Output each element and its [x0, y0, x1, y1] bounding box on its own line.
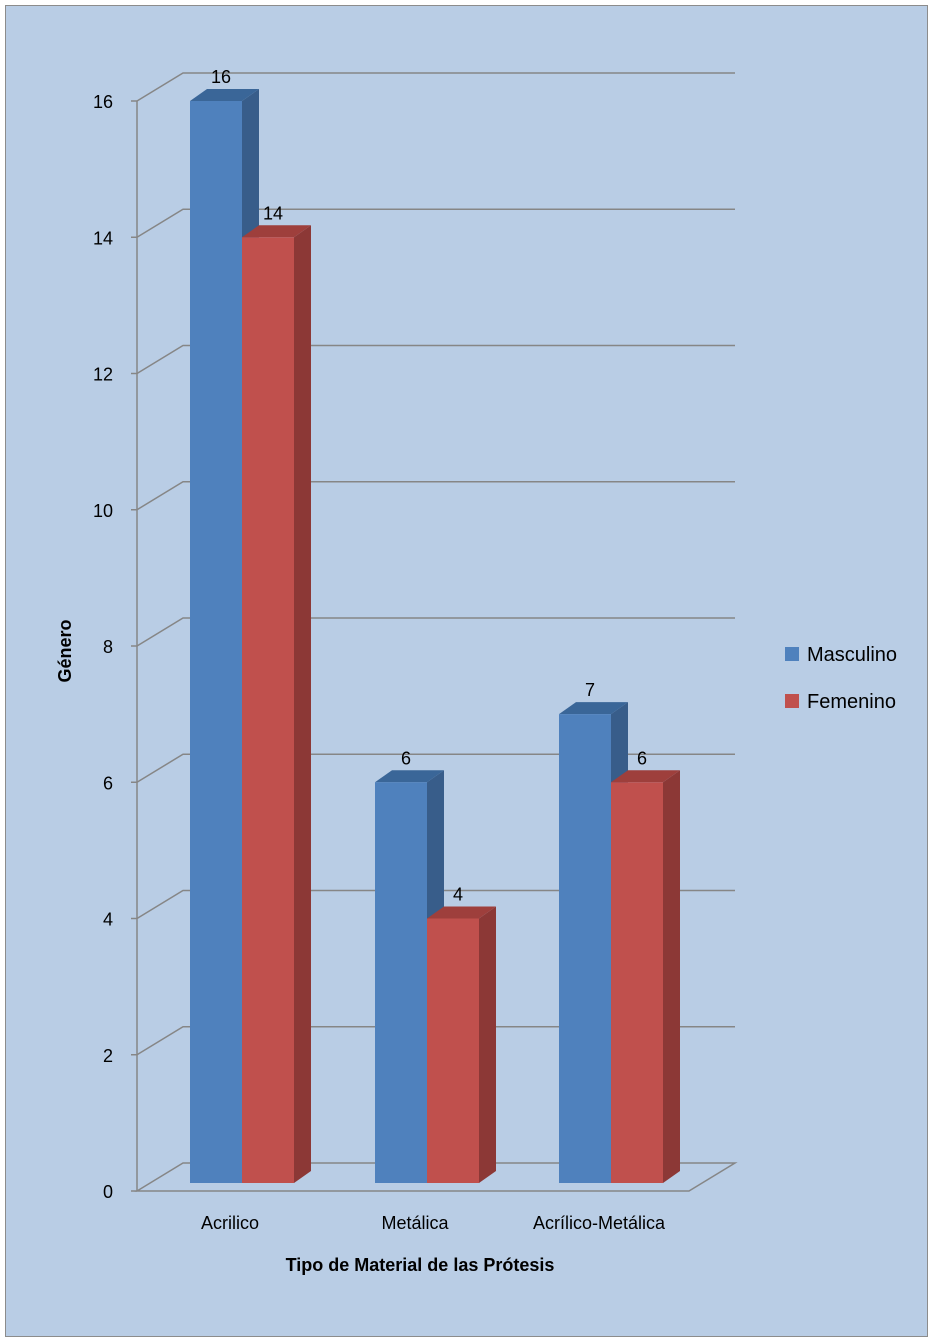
y-tick-label: 6: [103, 773, 113, 793]
bar-top: [375, 770, 444, 783]
bar-side: [663, 770, 680, 1183]
x-tick-label: Acrílico-Metálica: [533, 1213, 666, 1233]
bar-top: [242, 225, 311, 238]
bar: [190, 101, 242, 1183]
data-label: 16: [211, 67, 231, 87]
chart-floor: [134, 1162, 738, 1192]
x-axis-title: Tipo de Material de las Prótesis: [286, 1255, 555, 1275]
y-tick-label: 4: [103, 910, 113, 930]
bar-top: [427, 906, 496, 919]
chart-frame: [5, 5, 928, 1337]
y-tick-label: 2: [103, 1046, 113, 1066]
bar: [559, 714, 611, 1183]
data-label: 7: [585, 680, 595, 700]
gridline: [136, 617, 735, 647]
bar-top: [190, 89, 259, 101]
bar: [611, 782, 663, 1183]
gridline: [136, 344, 735, 375]
data-label: 6: [401, 748, 411, 768]
bar: [242, 237, 294, 1183]
y-tick-label: 0: [103, 1182, 113, 1202]
legend-swatch: [785, 694, 799, 708]
gridline: [136, 208, 735, 238]
legend-entry: Femenino: [807, 691, 896, 713]
y-axis-title: Género: [55, 619, 75, 682]
gridline: [136, 1026, 735, 1056]
bar: [427, 918, 479, 1183]
y-tick-label: 12: [93, 365, 113, 385]
legend-swatch: [785, 647, 799, 661]
y-tick-label: 10: [93, 501, 113, 521]
x-tick-label: Metálica: [381, 1213, 449, 1233]
data-label: 14: [263, 203, 283, 223]
y-tick-label: 14: [93, 228, 113, 248]
y-tick-label: 16: [93, 92, 113, 112]
gridline: [136, 753, 735, 783]
data-label: 6: [637, 748, 647, 768]
data-label: 4: [453, 885, 463, 905]
bar: [375, 782, 427, 1183]
y-tick-label: 8: [103, 637, 113, 657]
bar-side: [479, 906, 496, 1183]
bar-side: [294, 225, 311, 1183]
gridline: [136, 889, 735, 920]
gridline: [136, 72, 735, 102]
x-tick-label: Acrilico: [201, 1213, 259, 1233]
bar-top: [559, 702, 628, 715]
gridline: [136, 481, 735, 511]
legend-entry: Masculino: [807, 644, 897, 666]
bar-top: [611, 770, 680, 783]
